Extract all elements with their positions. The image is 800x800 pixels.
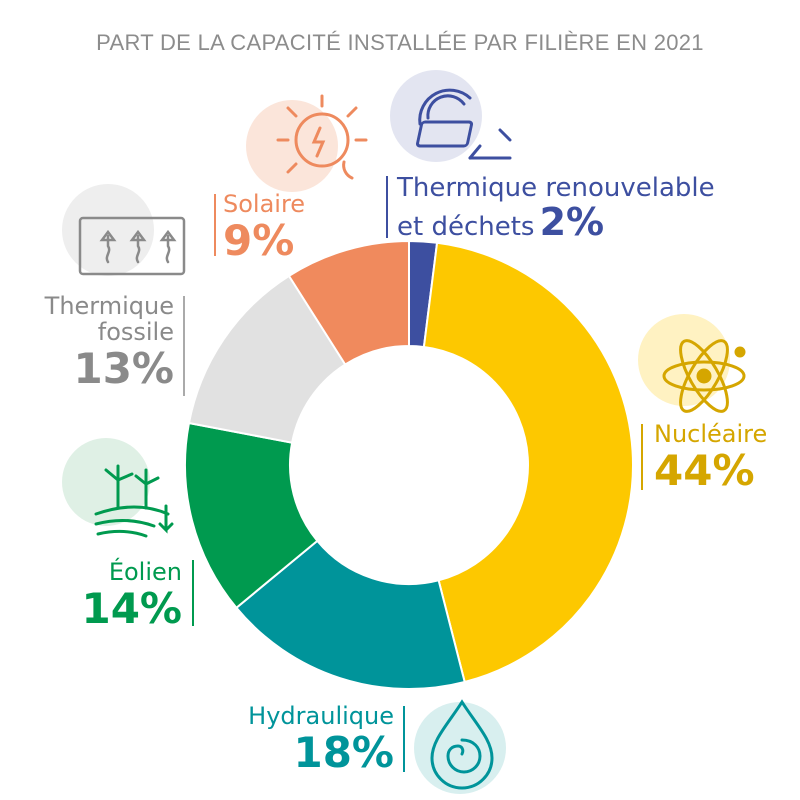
donut-slice-solaire [287,239,410,366]
thermique-fossile-name-line1: Thermique [44,292,174,320]
eolien-label: Éolien 14% [0,558,182,633]
solaire-percentage: 9% [223,215,295,265]
solaire-name: Solaire [223,190,306,218]
eolien-name: Éolien [108,558,182,586]
hydraulique-percentage: 18% [293,727,394,777]
thermique-renouvelable-percentage: 2% [539,200,605,245]
donut-slice-nucleaire [422,241,634,684]
solaire-label: Solaire 9% [223,190,306,265]
nucleaire-percentage: 44% [654,445,755,495]
wind-turbine-icon-bg [62,438,150,526]
hydraulique-name: Hydraulique [248,702,394,730]
sun-icon-bg [246,100,338,192]
biomass-icon [416,88,512,160]
donut-slices [184,239,634,690]
thermique-renouvelable-label: Thermique renouvelable et déchets 2% [397,174,715,243]
donut-slice-hydraulique [234,539,466,690]
atom-icon-bg [638,314,730,406]
nucleaire-name: Nucléaire [654,420,768,448]
eolien-percentage: 14% [81,583,182,633]
thermique-renouvelable-name-line1: Thermique renouvelable [397,173,715,203]
sun-icon [276,94,368,180]
biomass-icon-bg [390,70,482,162]
chart-title: PART DE LA CAPACITÉ INSTALLÉE PAR FILIÈR… [96,30,704,55]
thermique-fossile-percentage: 13% [73,343,174,393]
thermique-fossile-label: Thermique fossile 13% [0,292,174,393]
thermique-renouvelable-name-line2: et déchets [397,212,535,243]
atom-icon [662,339,746,413]
water-drop-icon [430,699,494,790]
nucleaire-label: Nucléaire 44% [654,420,768,495]
wind-turbine-icon [94,464,174,538]
hydraulique-label: Hydraulique 18% [150,702,394,777]
heat-radiator-icon [78,216,186,276]
thermique-fossile-name-line2: fossile [97,317,174,346]
